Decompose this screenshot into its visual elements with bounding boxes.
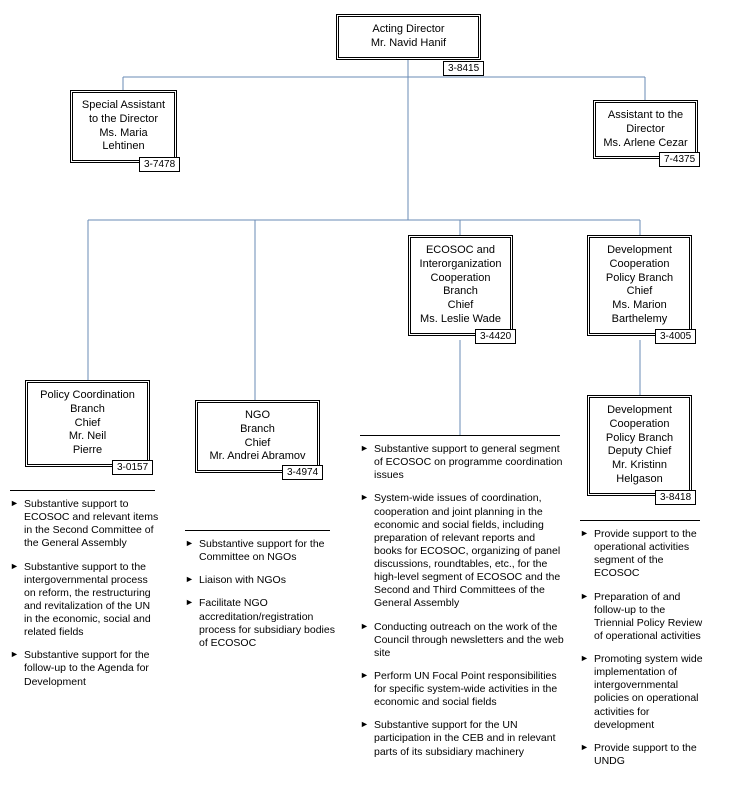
devcoop-bullets-rule (580, 520, 700, 521)
ngo-bullets: Substantive support for the Committee on… (185, 538, 335, 660)
director-node: Acting Director Mr. Navid Hanif (336, 14, 481, 60)
ecosoc-bullets-rule (360, 435, 560, 436)
ngo-bullets-rule (185, 530, 330, 531)
ecosoc-branch-ext: 3-4420 (475, 329, 516, 344)
policy-bullets-rule (10, 490, 155, 491)
devcoop-branch-ext: 3-4005 (655, 329, 696, 344)
special-assistant-ext: 3-7478 (139, 157, 180, 172)
policy-branch-node: Policy Coordination Branch Chief Mr. Nei… (25, 380, 150, 467)
ngo-branch-node: NGO Branch Chief Mr. Andrei Abramov (195, 400, 320, 473)
ngo-branch-ext: 3-4974 (282, 465, 323, 480)
devcoop-deputy-ext: 3-8418 (655, 490, 696, 505)
director-title: Acting Director (372, 23, 444, 35)
devcoop-bullets: Provide support to the operational activ… (580, 528, 705, 778)
policy-bullets: Substantive support to ECOSOC and releva… (10, 498, 160, 699)
devcoop-deputy-node: Development Cooperation Policy Branch De… (587, 395, 692, 496)
assistant-node: Assistant to the Director Ms. Arlene Cez… (593, 100, 698, 159)
special-assistant-node: Special Assistant to the Director Ms. Ma… (70, 90, 177, 163)
ecosoc-branch-node: ECOSOC and Interorganization Cooperation… (408, 235, 513, 336)
director-ext: 3-8415 (443, 61, 484, 76)
policy-branch-ext: 3-0157 (112, 460, 153, 475)
devcoop-branch-node: Development Cooperation Policy Branch Ch… (587, 235, 692, 336)
ecosoc-bullets: Substantive support to general segment o… (360, 443, 565, 769)
director-name: Mr. Navid Hanif (371, 37, 446, 49)
assistant-ext: 7-4375 (659, 152, 700, 167)
